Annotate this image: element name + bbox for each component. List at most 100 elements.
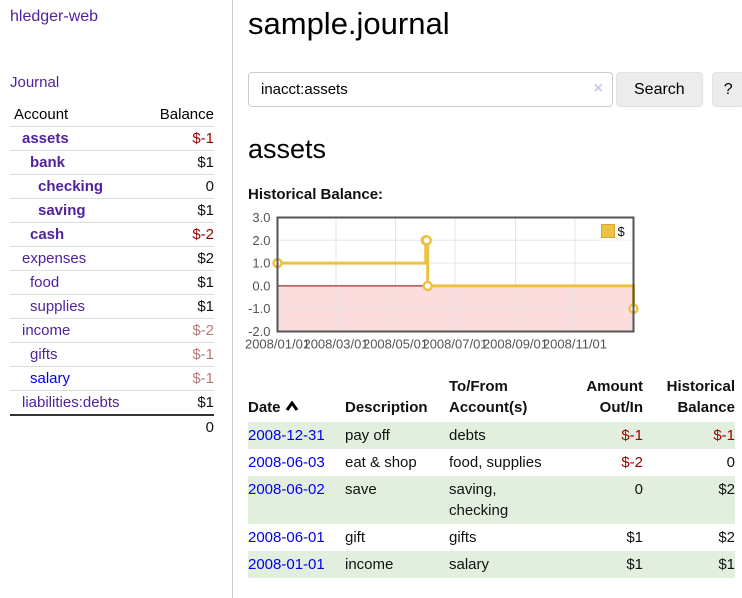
account-heading: assets (248, 134, 327, 164)
historical-balance-chart: -2.0 -1.0 0.0 1.0 2.0 3.0 2008/01/012008/03/01… (245, 210, 639, 352)
main-content: sample.journal × Search ? assets Histori… (233, 0, 742, 598)
app-title-link[interactable]: hledger-web (10, 8, 99, 25)
y-tick-label: -1.0 (248, 301, 270, 316)
y-tick-label: 1.0 (252, 256, 270, 271)
accounts-header-account: Account (10, 103, 147, 127)
transaction-balance: $-1 (643, 422, 735, 449)
sidebar: hledger-web Journal Account Balance asse… (0, 0, 233, 598)
transactions-table: Date Description To/From Account(s) Amount … (248, 374, 735, 578)
search-input[interactable] (248, 72, 613, 107)
account-link[interactable]: cash (30, 226, 65, 243)
chart-title: Historical Balance: (248, 186, 384, 203)
x-tick-label: 2008/05/01 (363, 337, 428, 352)
transaction-balance: $1 (643, 551, 735, 578)
page-title: sample.journal (248, 6, 450, 41)
transaction-accounts: gifts (449, 529, 477, 546)
y-tick-label: -2.0 (248, 324, 270, 339)
transaction-accounts: debts (449, 422, 567, 449)
account-link[interactable]: gifts (30, 346, 58, 363)
accounts-table: Account Balance assets $-1 bank $1 checking 0… (10, 103, 214, 439)
x-tick-label: 2008/01/01 (245, 337, 310, 352)
account-link[interactable]: assets (22, 130, 69, 147)
search-bar: × Search ? (248, 72, 742, 107)
account-link[interactable]: expenses (22, 250, 87, 267)
x-tick-label: 2008/09/01 (483, 337, 548, 352)
transactions-header-row: Date Description To/From Account(s) Amount … (248, 374, 735, 422)
account-row: food $1 (10, 270, 214, 295)
transaction-amount: $-2 (621, 454, 643, 471)
transaction-amount: $-1 (567, 422, 643, 449)
account-balance: $1 (146, 294, 214, 319)
transaction-balance: $2 (643, 476, 735, 524)
transaction-accounts: food, supplies (449, 454, 542, 471)
sidebar-item-journal[interactable]: Journal (10, 74, 60, 91)
account-link[interactable]: supplies (30, 298, 86, 315)
column-header-date[interactable]: Date (248, 374, 345, 422)
account-balance: $2 (146, 246, 214, 271)
transaction-description: gift (345, 529, 366, 546)
account-link[interactable]: saving (38, 202, 86, 219)
account-link[interactable]: food (30, 274, 60, 291)
account-row: gifts $-1 (10, 342, 214, 367)
y-tick-label: 2.0 (252, 233, 270, 248)
transaction-row: 2008-06-02 save saving, checking 0 $2 (248, 476, 735, 524)
account-balance: $-2 (146, 222, 214, 247)
transaction-row: 2008-12-31 pay off debts $-1 $-1 (248, 422, 735, 449)
date-link[interactable]: 2008-06-03 (248, 454, 325, 471)
y-tick-label: 0.0 (252, 278, 270, 293)
transaction-row: 2008-06-03 eat & shop food, supplies $-2 0 (248, 449, 735, 476)
transaction-accounts: salary (449, 551, 567, 578)
account-balance: $1 (146, 390, 214, 416)
column-header-amount-out-in: Amount Out/In (586, 378, 643, 416)
y-tick-label: 3.0 (252, 210, 270, 225)
account-link[interactable]: bank (30, 154, 66, 171)
account-link[interactable]: checking (38, 178, 104, 195)
account-row: checking 0 (10, 174, 214, 199)
date-link[interactable]: 2008-12-31 (248, 427, 325, 444)
account-balance: $-1 (146, 126, 214, 151)
transaction-description: pay off (345, 422, 449, 449)
account-row: supplies $1 (10, 294, 214, 319)
transaction-description: income (345, 551, 449, 578)
date-link[interactable]: 2008-06-01 (248, 529, 325, 546)
account-row: salary $-1 (10, 366, 214, 391)
accounts-total-row: 0 (10, 415, 214, 439)
legend-swatch-icon (601, 224, 615, 238)
account-balance: $1 (146, 198, 214, 223)
x-tick-label: 2008/03/01 (303, 337, 368, 352)
plot-border (276, 216, 635, 333)
accounts-header-row: Account Balance (10, 103, 214, 127)
legend-label: $ (618, 224, 626, 239)
account-row: liabilities:debts $1 (10, 390, 214, 416)
search-button[interactable]: Search (616, 72, 703, 107)
x-tick-label: 2008/07/01 (422, 337, 487, 352)
transaction-amount: $1 (626, 529, 643, 546)
clear-search-icon[interactable]: × (593, 80, 603, 97)
account-balance: $-2 (146, 318, 214, 343)
account-balance: $1 (146, 270, 214, 295)
account-row: assets $-1 (10, 126, 214, 151)
account-link[interactable]: liabilities:debts (22, 394, 120, 411)
column-header-historical-balance: Historical Balance (666, 378, 735, 416)
data-point-marker (422, 280, 433, 292)
transaction-amount: 0 (567, 476, 643, 524)
account-link[interactable]: salary (30, 370, 71, 387)
account-balance: $1 (146, 150, 214, 175)
transaction-row: 2008-01-01 income salary $1 $1 (248, 551, 735, 578)
account-link[interactable]: income (22, 322, 71, 339)
date-link[interactable]: 2008-06-02 (248, 481, 325, 498)
account-row: expenses $2 (10, 246, 214, 271)
transaction-balance: $2 (718, 529, 735, 546)
account-row: bank $1 (10, 150, 214, 175)
accounts-total: 0 (205, 419, 214, 436)
transaction-row: 2008-06-01 gift gifts $1 $2 (248, 524, 735, 551)
column-header-to-from-account-s-: To/From Account(s) (449, 378, 528, 416)
transaction-accounts: saving, checking (449, 476, 567, 524)
transaction-balance: 0 (726, 454, 735, 471)
date-link[interactable]: 2008-01-01 (248, 556, 325, 573)
transaction-description: eat & shop (345, 454, 417, 471)
x-tick-label: 2008/11/01 (543, 337, 607, 352)
account-balance: $-1 (146, 366, 214, 391)
help-button[interactable]: ? (711, 72, 742, 107)
